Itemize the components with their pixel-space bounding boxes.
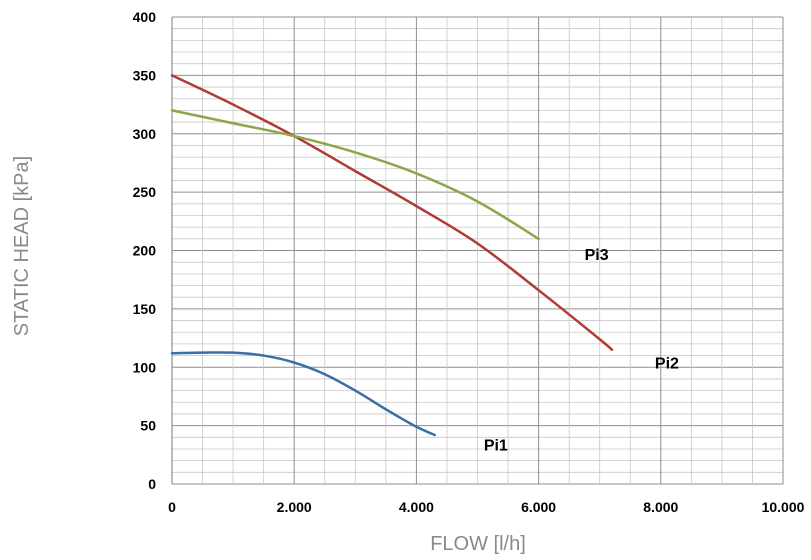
y-tick-label: 400: [133, 9, 157, 25]
x-axis-ticks: 0 2.000 4.000 6.000 8.000 10.000: [168, 499, 805, 515]
y-tick-label: 150: [133, 301, 157, 317]
series-label-pi3: Pi3: [585, 247, 609, 264]
x-tick-label: 10.000: [762, 499, 805, 515]
y-tick-label: 100: [133, 359, 157, 375]
grid: [171, 16, 784, 485]
y-axis-title: STATIC HEAD [kPa]: [11, 156, 33, 336]
y-tick-label: 300: [133, 126, 157, 142]
x-tick-label: 4.000: [399, 499, 434, 515]
x-tick-label: 6.000: [521, 499, 556, 515]
series-lines: [170, 74, 614, 437]
series-label-pi2: Pi2: [655, 356, 679, 373]
series-line-pi3: [170, 109, 540, 241]
y-tick-label: 0: [148, 476, 156, 492]
x-tick-label: 0: [168, 499, 176, 515]
y-tick-label: 250: [133, 184, 157, 200]
y-tick-label: 350: [133, 67, 157, 83]
series-line-pi2: [170, 74, 614, 351]
x-axis-title: FLOW [l/h]: [430, 533, 526, 555]
series-line-pi1: [170, 351, 436, 437]
series-label-pi1: Pi1: [484, 437, 508, 454]
x-tick-label: 2.000: [277, 499, 312, 515]
series-labels: Pi1 Pi2 Pi3: [484, 247, 679, 454]
x-tick-label: 8.000: [643, 499, 678, 515]
y-tick-label: 200: [133, 243, 157, 259]
y-axis-ticks: 0 50 100 150 200 250 300 350 400: [133, 9, 157, 492]
y-tick-label: 50: [140, 418, 156, 434]
